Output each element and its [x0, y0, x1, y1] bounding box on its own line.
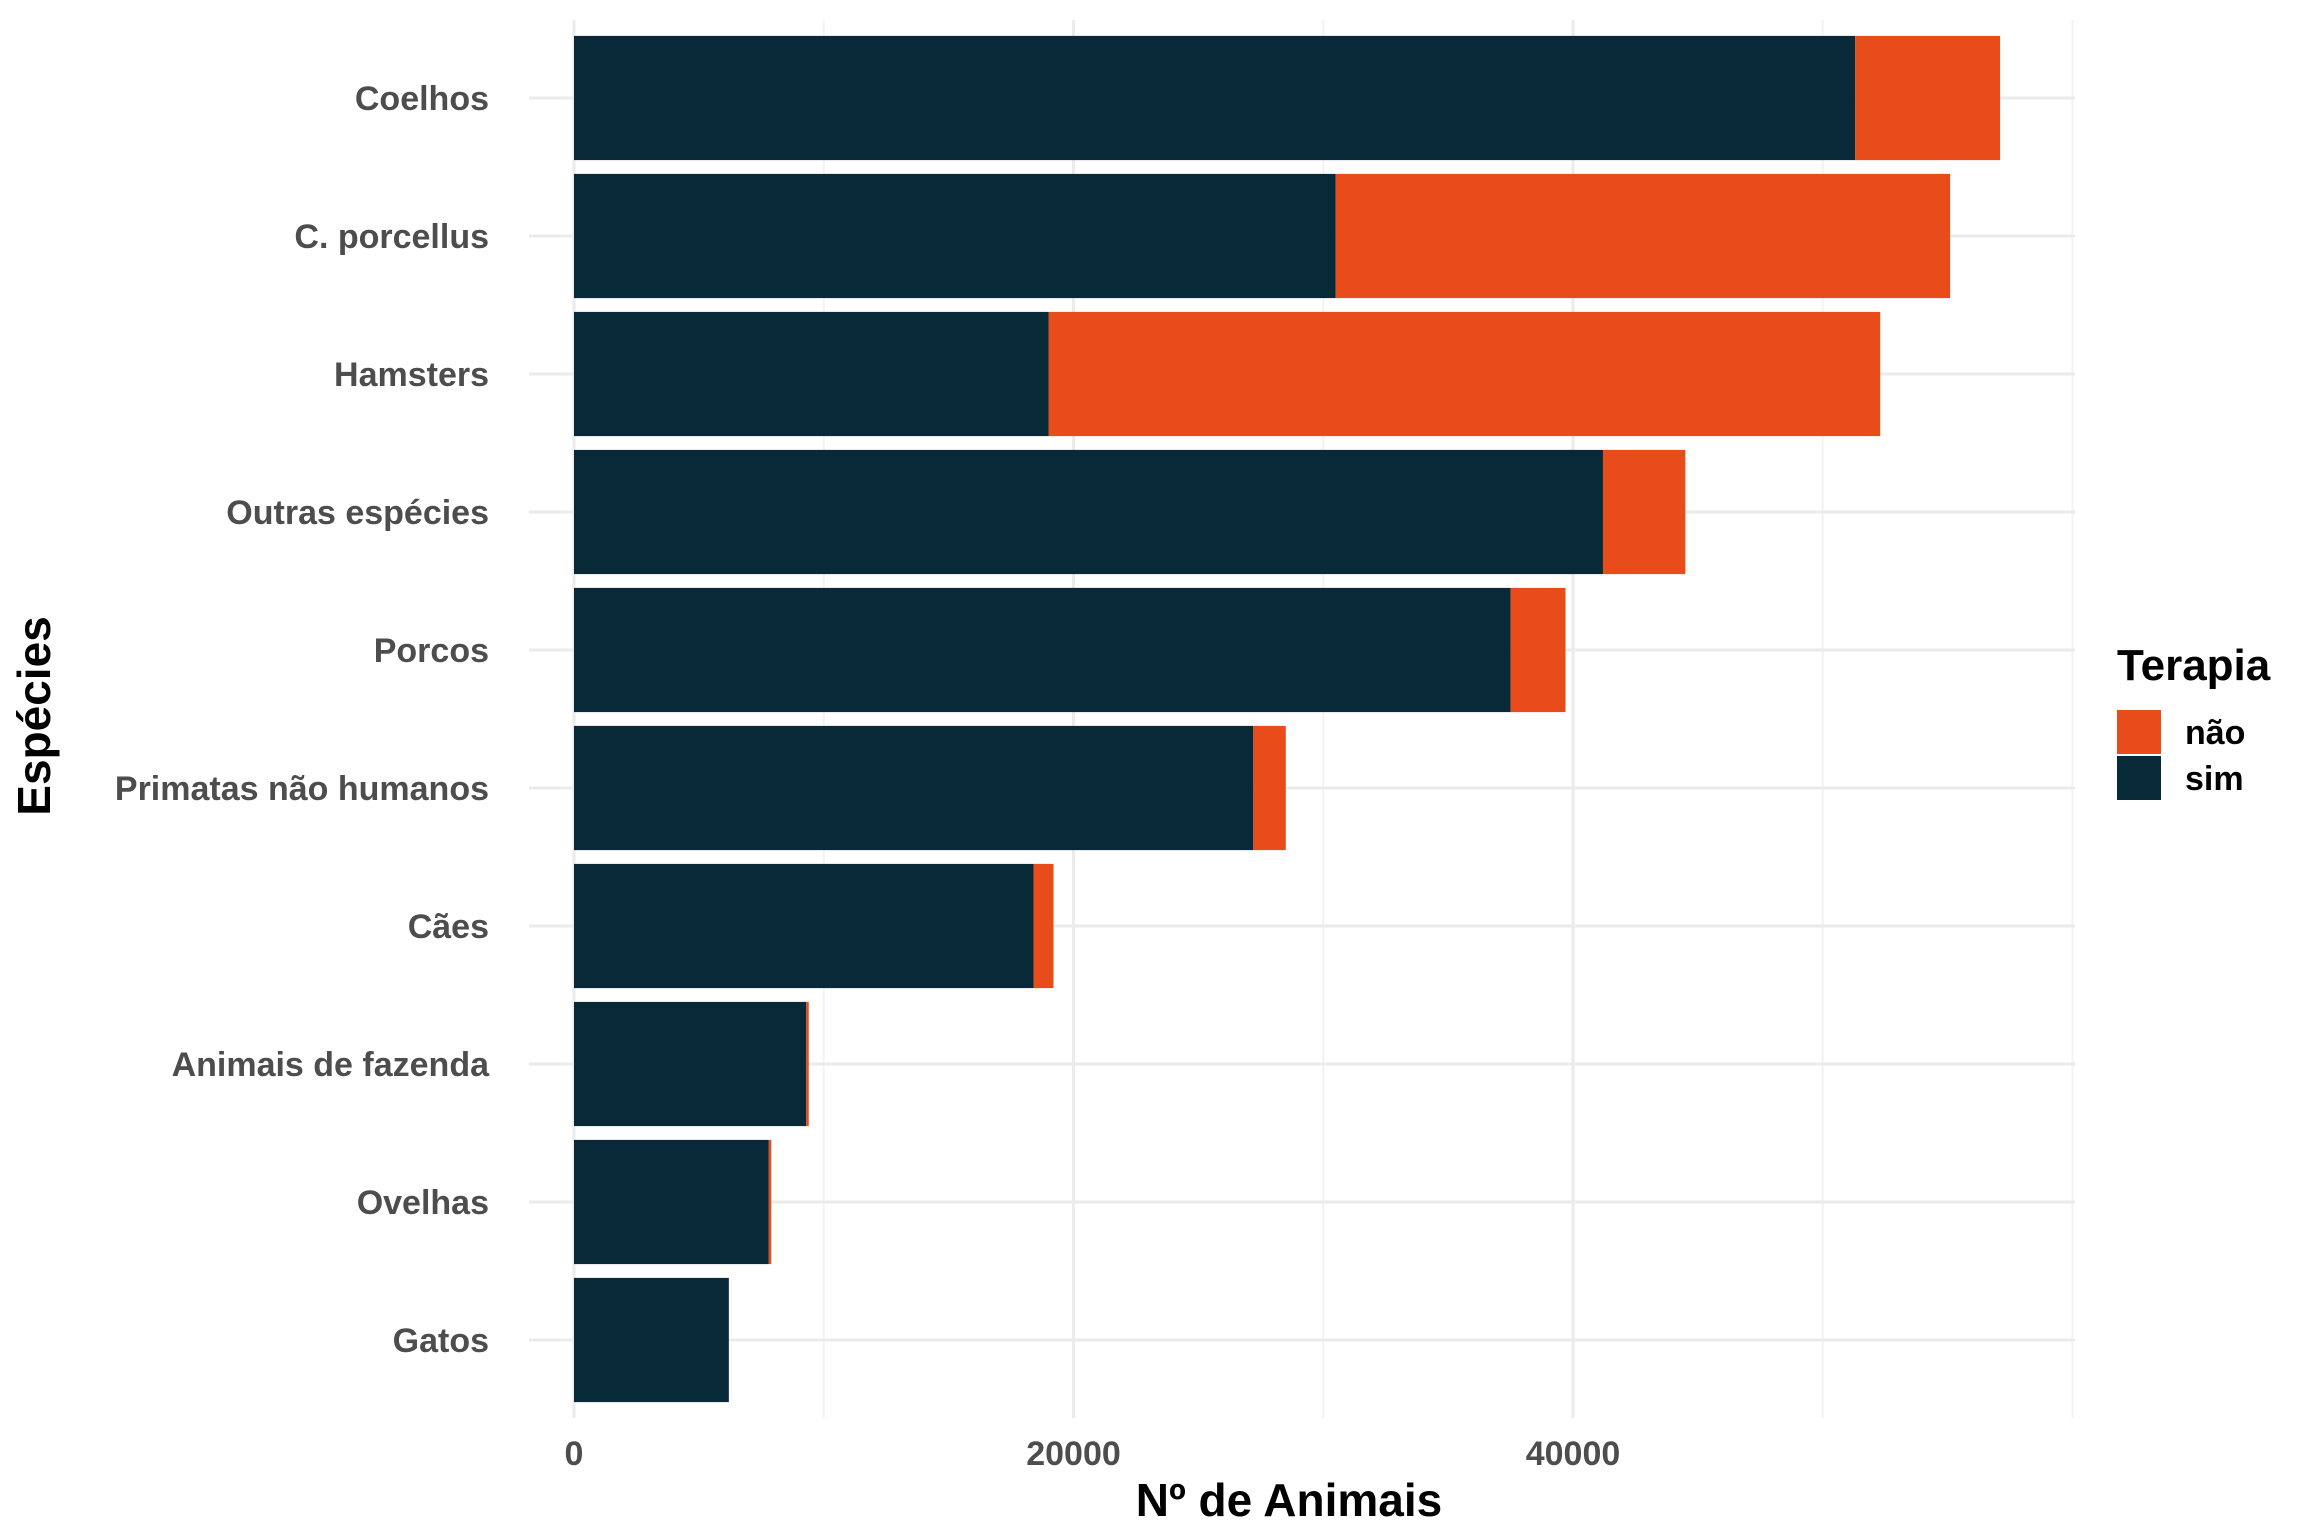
x-tick-label: 40000 — [1526, 1435, 1621, 1473]
bar-c-es-não — [1033, 863, 1054, 989]
category-label: Gatos — [393, 1322, 489, 1360]
x-axis-title: Nº de Animais — [1136, 1474, 1443, 1526]
bar-c-porcellus-não — [1335, 173, 1951, 299]
bar-gatos-sim — [574, 1277, 729, 1403]
category-label: Porcos — [374, 632, 489, 670]
bar-outras-esp-cies-não — [1602, 449, 1686, 575]
x-tick-label: 0 — [565, 1435, 584, 1473]
legend-title: Terapia — [2117, 641, 2271, 690]
bar-hamsters-sim — [574, 311, 1049, 437]
bar-c-es-sim — [574, 863, 1034, 989]
bar-coelhos-sim — [574, 35, 1856, 161]
legend: Terapia não sim — [2117, 641, 2271, 800]
category-label: Cães — [408, 908, 489, 946]
bars — [574, 35, 2001, 1403]
category-label: Animais de fazenda — [172, 1046, 491, 1084]
bar-porcos-sim — [574, 587, 1511, 713]
category-label: Coelhos — [355, 80, 489, 118]
bar-porcos-não — [1510, 587, 1566, 713]
bar-animais-de-fazenda-sim — [574, 1001, 807, 1127]
legend-swatch-sim — [2117, 756, 2161, 800]
legend-label: não — [2185, 714, 2245, 752]
bar-animais-de-fazenda-não — [806, 1001, 809, 1127]
bar-c-porcellus-sim — [574, 173, 1336, 299]
category-label: Ovelhas — [357, 1184, 489, 1222]
bar-primatas-n-o-humanos-não — [1253, 725, 1286, 851]
legend-label: sim — [2185, 760, 2244, 798]
legend-swatch-nao — [2117, 710, 2161, 754]
x-tick-label: 20000 — [1026, 1435, 1121, 1473]
bar-hamsters-não — [1048, 311, 1881, 437]
legend-items: não sim — [2117, 710, 2245, 800]
bar-ovelhas-não — [768, 1139, 772, 1265]
category-labels: Coelhos C. porcellus Hamsters Outras espéci… — [115, 80, 490, 1360]
x-tick-labels: 0 20000 40000 — [565, 1435, 1621, 1473]
category-label: C. porcellus — [294, 218, 489, 256]
bar-outras-esp-cies-sim — [574, 449, 1603, 575]
category-label: Outras espécies — [226, 494, 489, 532]
y-axis-title: Espécies — [8, 616, 60, 815]
category-label: Primatas não humanos — [115, 770, 489, 808]
bar-coelhos-não — [1855, 35, 2001, 161]
bar-primatas-n-o-humanos-sim — [574, 725, 1254, 851]
bar-ovelhas-sim — [574, 1139, 769, 1265]
category-label: Hamsters — [334, 356, 489, 394]
